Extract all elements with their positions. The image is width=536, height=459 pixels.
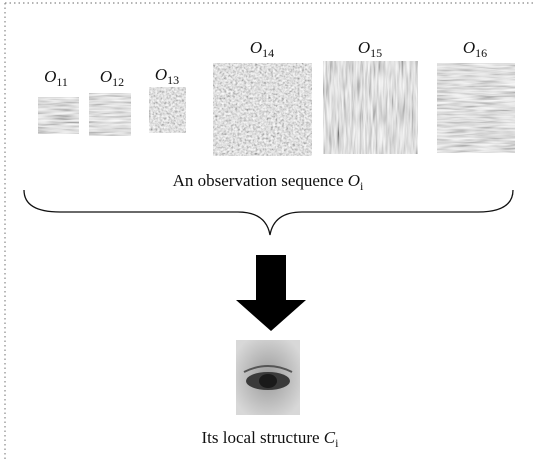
label-part: C bbox=[324, 428, 336, 447]
observation-label: O15 bbox=[358, 38, 382, 60]
label-part: Its local structure bbox=[202, 428, 320, 447]
structure-image bbox=[236, 340, 300, 415]
observation-image bbox=[149, 87, 186, 133]
label-part: O bbox=[44, 67, 56, 86]
observation-label: O16 bbox=[463, 38, 487, 60]
label-part: i bbox=[335, 436, 339, 450]
observation-image bbox=[38, 97, 79, 134]
label-part: O bbox=[100, 67, 112, 86]
structure-caption: Its local structure Ci bbox=[202, 428, 340, 450]
sequence-caption: An observation sequence Oi bbox=[173, 171, 364, 193]
eye-pupil bbox=[259, 374, 277, 388]
observation-label: O13 bbox=[155, 65, 179, 87]
label-part: O bbox=[358, 38, 370, 57]
label-part: 16 bbox=[475, 46, 487, 60]
observation-images bbox=[38, 61, 515, 156]
eye-lid bbox=[243, 365, 293, 373]
observation-image bbox=[437, 63, 515, 153]
label-part: i bbox=[360, 179, 364, 193]
observation-label: O11 bbox=[44, 67, 68, 89]
label-part: 14 bbox=[262, 46, 274, 60]
down-arrow bbox=[236, 255, 306, 331]
label-part: O bbox=[250, 38, 262, 57]
label-part: O bbox=[155, 65, 167, 84]
label-part: O bbox=[463, 38, 475, 57]
label-part: 15 bbox=[370, 46, 382, 60]
observation-label: O14 bbox=[250, 38, 274, 60]
observation-image bbox=[213, 63, 312, 156]
observation-label: O12 bbox=[100, 67, 124, 89]
label-part: An observation sequence bbox=[173, 171, 344, 190]
dotted-border bbox=[4, 2, 536, 459]
label-part: 11 bbox=[56, 75, 68, 89]
label-part: 13 bbox=[167, 73, 179, 87]
observation-image bbox=[323, 61, 418, 154]
label-part: 12 bbox=[112, 75, 124, 89]
brace bbox=[23, 189, 514, 236]
observation-image bbox=[89, 93, 131, 136]
label-part: O bbox=[348, 171, 360, 190]
